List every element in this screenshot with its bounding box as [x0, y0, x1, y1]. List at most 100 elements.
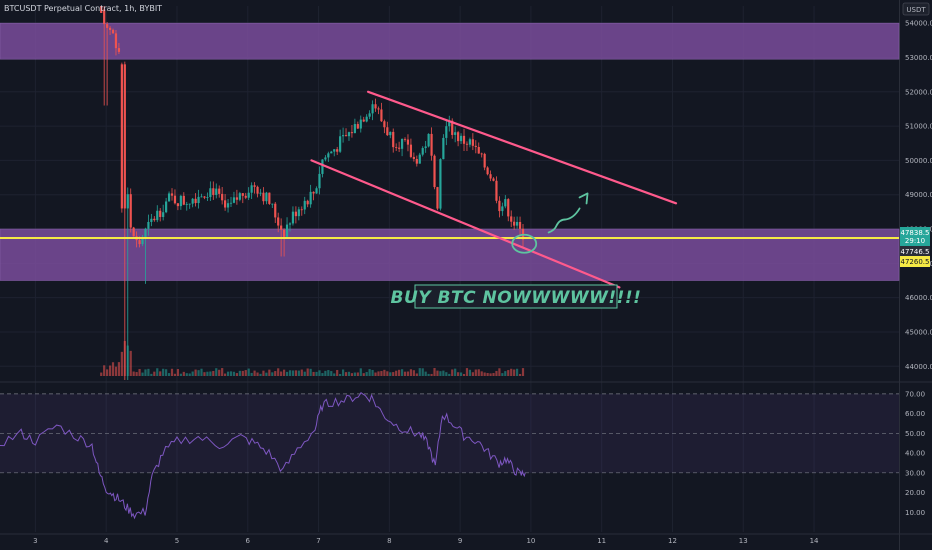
volume-bar	[306, 368, 309, 376]
candle-body	[259, 192, 262, 194]
candle-body	[457, 132, 460, 142]
volume-bar	[294, 370, 297, 376]
volume-bar	[162, 368, 165, 376]
volume-bar	[465, 368, 469, 376]
volume-bar	[265, 372, 268, 376]
volume-bar	[468, 369, 472, 376]
candle-body	[126, 194, 129, 209]
time-tick-label: 12	[668, 537, 677, 545]
candle-body	[247, 192, 250, 198]
volume-bar	[138, 368, 141, 376]
candle-body	[176, 203, 180, 207]
volume-bar	[132, 371, 135, 376]
countdown-label: 29:10	[905, 237, 925, 245]
candle-body	[285, 224, 289, 237]
time-tick-label: 5	[175, 537, 179, 545]
volume-bar	[309, 368, 312, 376]
volume-bar	[241, 370, 244, 376]
candle-body	[282, 229, 286, 237]
candle-body	[454, 132, 457, 135]
candle-body	[294, 211, 297, 217]
volume-bar	[244, 370, 247, 376]
candle-body	[321, 159, 324, 174]
candle-body	[424, 146, 427, 149]
candle-body	[309, 191, 312, 205]
candle-body	[218, 188, 221, 194]
volume-bar	[433, 368, 436, 376]
volume-bar	[359, 368, 362, 376]
candle-body	[412, 156, 415, 159]
candle-body	[507, 199, 510, 217]
volume-bar	[395, 370, 398, 376]
candle-body	[291, 211, 295, 224]
candle-body	[197, 196, 200, 204]
candle-body	[306, 200, 309, 205]
volume-bar	[350, 373, 354, 376]
volume-bar	[135, 372, 138, 376]
volume-bar	[106, 369, 109, 376]
volume-bar	[191, 371, 194, 376]
volume-bar	[510, 368, 513, 376]
trend-lines	[310, 90, 678, 289]
volume-bar	[229, 371, 233, 376]
volume-bar	[480, 371, 483, 376]
candle-body	[318, 173, 321, 189]
volume-bar	[403, 371, 407, 376]
candle-body	[153, 218, 156, 221]
candle-body	[280, 225, 283, 230]
volume-bar	[516, 368, 519, 376]
time-tick-label: 11	[597, 537, 606, 545]
volume-bar	[504, 371, 507, 376]
volume-bar	[188, 373, 191, 376]
rsi-tick-label: 60.00	[905, 410, 925, 418]
price-tick-label: 44000.0	[905, 363, 932, 371]
candle-body	[179, 195, 182, 207]
volume-bar	[327, 370, 330, 376]
candle-body	[392, 131, 395, 148]
candle-body	[510, 216, 513, 222]
price-zone	[0, 228, 900, 281]
candle-body	[268, 192, 271, 204]
candle-body	[303, 200, 306, 210]
candle-body	[474, 145, 477, 147]
volume-bar	[170, 368, 174, 376]
candle-body	[471, 139, 474, 146]
volume-bar	[111, 362, 115, 376]
volume-bar	[521, 368, 525, 376]
price-zone	[0, 22, 900, 60]
volume-bar	[462, 373, 466, 376]
candle-body	[241, 193, 244, 196]
time-tick-label: 9	[458, 537, 462, 545]
volume-bar	[368, 369, 371, 376]
volume-bar	[197, 370, 200, 376]
price-tick-label: 54000.0	[905, 20, 932, 28]
candle-body	[448, 120, 451, 127]
time-tick-label: 6	[246, 537, 251, 545]
currency-badge[interactable]: USDT	[902, 2, 930, 16]
candle-body	[403, 138, 407, 140]
volume-bar	[400, 369, 404, 376]
price-tick-label: 52000.0	[905, 88, 932, 96]
candle-body	[501, 206, 504, 212]
volume-bar	[159, 371, 162, 376]
candle-body	[377, 108, 380, 110]
candle-body	[374, 104, 377, 109]
symbol-title: BTCUSDT Perpetual Contract, 1h, BYBIT	[4, 4, 162, 13]
volume-bar	[474, 369, 477, 376]
candle-body	[173, 195, 177, 204]
candle-body	[253, 185, 256, 187]
price-tick-label: 53000.0	[905, 54, 932, 62]
price-tick-label: 50000.0	[905, 157, 932, 165]
volume-bar	[492, 373, 495, 376]
candle-body	[224, 200, 227, 208]
volume-bar	[312, 371, 315, 376]
volume-bar	[268, 369, 271, 376]
candle-body	[427, 133, 430, 147]
candle-body	[341, 135, 345, 137]
volume-bar	[277, 368, 280, 376]
volume-bar	[421, 368, 424, 376]
volume-bar	[321, 373, 324, 376]
candle-body	[138, 240, 141, 245]
